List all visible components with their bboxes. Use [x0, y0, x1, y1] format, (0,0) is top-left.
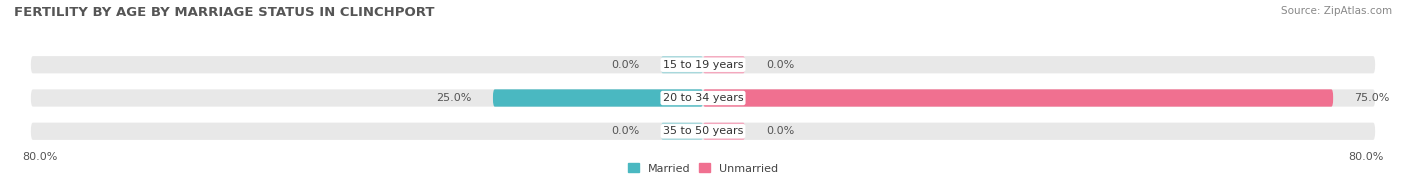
Text: 25.0%: 25.0% — [437, 93, 472, 103]
FancyBboxPatch shape — [703, 123, 745, 140]
Text: 0.0%: 0.0% — [612, 60, 640, 70]
Text: 80.0%: 80.0% — [1348, 152, 1384, 162]
Text: 0.0%: 0.0% — [612, 126, 640, 136]
Text: Source: ZipAtlas.com: Source: ZipAtlas.com — [1281, 6, 1392, 16]
Text: 20 to 34 years: 20 to 34 years — [662, 93, 744, 103]
FancyBboxPatch shape — [494, 89, 703, 107]
Text: 0.0%: 0.0% — [766, 60, 794, 70]
FancyBboxPatch shape — [31, 89, 1375, 107]
Text: 80.0%: 80.0% — [22, 152, 58, 162]
Legend: Married, Unmarried: Married, Unmarried — [623, 159, 783, 178]
FancyBboxPatch shape — [703, 89, 1333, 107]
Text: 75.0%: 75.0% — [1354, 93, 1389, 103]
Text: 15 to 19 years: 15 to 19 years — [662, 60, 744, 70]
Text: 35 to 50 years: 35 to 50 years — [662, 126, 744, 136]
FancyBboxPatch shape — [31, 56, 1375, 73]
FancyBboxPatch shape — [31, 123, 1375, 140]
Text: 0.0%: 0.0% — [766, 126, 794, 136]
Text: FERTILITY BY AGE BY MARRIAGE STATUS IN CLINCHPORT: FERTILITY BY AGE BY MARRIAGE STATUS IN C… — [14, 6, 434, 19]
FancyBboxPatch shape — [703, 56, 745, 73]
FancyBboxPatch shape — [661, 56, 703, 73]
FancyBboxPatch shape — [661, 123, 703, 140]
